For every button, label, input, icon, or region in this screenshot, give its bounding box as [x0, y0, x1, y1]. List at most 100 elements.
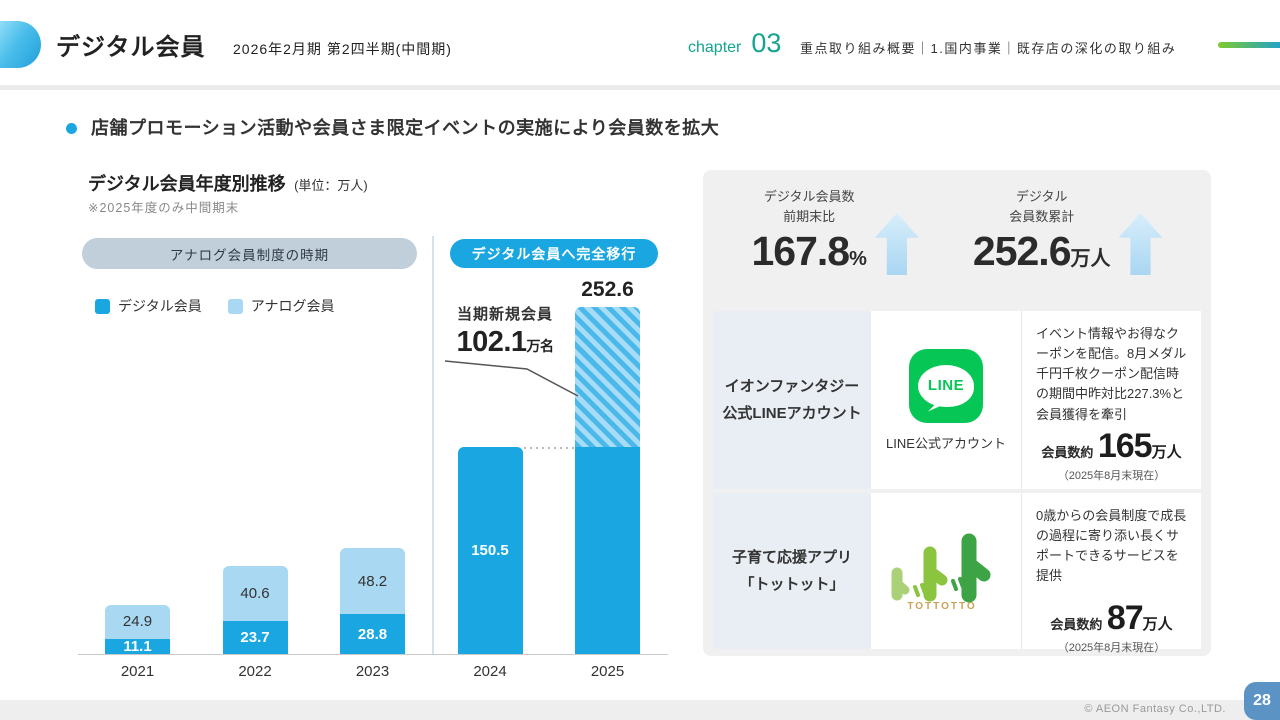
annotation-unit: 万名 — [526, 338, 555, 354]
legend-swatch-digital — [95, 298, 110, 314]
row-tottotto-logo-cell: TOTTOTTO — [871, 493, 1021, 649]
bar-segment-digital: 11.1 — [105, 637, 170, 655]
bar-segment-digital: 150.5 — [457, 447, 523, 654]
brand-leaf-icon — [0, 21, 41, 68]
stat-cumulative-label: デジタル 会員数累計 — [1009, 189, 1075, 225]
stat-yoy: デジタル会員数 前期末比 167.8% — [751, 187, 919, 307]
page-subtitle: 2026年2月期 第2四半期(中間期) — [233, 41, 452, 57]
annotation-title: 当期新規会員 — [456, 306, 553, 323]
chapter-label: chapter — [688, 39, 742, 56]
annotation-value: 102.1万名 — [441, 326, 569, 359]
legend-label-digital: デジタル会員 — [118, 298, 202, 314]
bar-value-label: 150.5 — [471, 542, 509, 560]
row-line-members: 会員数約 165万人 — [1036, 427, 1187, 466]
row-tottotto-title: 子育て応援アプリ 「トットット」 — [713, 493, 871, 649]
x-axis-label: 2023 — [355, 663, 390, 680]
legend-item-analog: アナログ会員 — [227, 296, 335, 316]
stat-yoy-value: 167.8 — [751, 228, 850, 275]
era-divider-line — [432, 236, 434, 655]
footer-band — [0, 700, 1280, 720]
bar-segment-hatch — [575, 307, 640, 448]
up-arrow-icon — [1118, 213, 1163, 275]
chart-legend: デジタル会員 アナログ会員 — [95, 296, 334, 316]
bar-value-label: 11.1 — [123, 637, 152, 655]
members-prefix: 会員数約 — [1041, 444, 1094, 460]
bar-segment-analog: 24.9 — [105, 604, 170, 639]
bar-2025: 252.6 2025 — [575, 278, 640, 680]
members-unit: 万人 — [1151, 443, 1182, 461]
breadcrumb: 重点取り組み概要｜1.国内事業｜既存店の深化の取り組み — [800, 41, 1177, 56]
bullet-dot-icon — [66, 123, 77, 134]
members-as-of: （2025年8月末現在） — [1057, 641, 1166, 654]
line-logo-caption: LINE公式アカウント — [886, 435, 1006, 451]
chart-title: デジタル会員年度別推移 (単位：万人) — [88, 170, 368, 196]
bar-value-label: 28.8 — [357, 625, 388, 643]
membership-summary-panel: デジタル会員数 前期末比 167.8% デジタル 会員数累計 252.6万人 — [703, 170, 1211, 656]
tottotto-logo: TOTTOTTO — [891, 533, 991, 612]
x-axis-label: 2022 — [238, 663, 272, 680]
header-accent-line — [1218, 42, 1280, 48]
x-axis-label: 2025 — [590, 663, 625, 680]
row-tottotto-description: 0歳からの会員制度で成長の過程に寄り添い長くサポートできるサービスを提供 — [1036, 508, 1187, 584]
stats-row: デジタル会員数 前期末比 167.8% デジタル 会員数累計 252.6万人 — [703, 170, 1211, 307]
bar-value-label: 23.7 — [240, 629, 270, 647]
legend-item-digital: デジタル会員 — [95, 296, 202, 316]
line-bubble-tail — [928, 399, 940, 412]
x-axis-label: 2021 — [120, 663, 155, 680]
legend-swatch-analog — [227, 298, 243, 314]
row-line-logo-cell: LINE LINE公式アカウント — [871, 311, 1021, 489]
bar-2022: 23.7 40.6 2022 — [222, 565, 288, 680]
line-speech-bubble: LINE — [918, 364, 974, 412]
table-row-tottotto: 子育て応援アプリ 「トットット」 TOTTOTTO — [713, 493, 1201, 654]
chart-unit-note: (単位：万人) — [294, 178, 368, 193]
chapter-number: 03 — [751, 28, 782, 58]
era-analog-pill: アナログ会員制度の時期 — [82, 238, 417, 269]
bar-2021: 11.1 24.9 2021 — [105, 604, 170, 680]
row-tottotto-description-cell: 0歳からの会員制度で成長の過程に寄り添い長くサポートできるサービスを提供 会員数… — [1021, 493, 1201, 654]
table-row-line: イオンファンタジー 公式LINEアカウント LINE LINE公式アカウント イ… — [713, 311, 1201, 489]
bar-value-label: 48.2 — [357, 572, 388, 590]
up-arrow-icon — [874, 213, 919, 275]
members-prefix: 会員数約 — [1050, 616, 1103, 632]
channel-rows: イオンファンタジー 公式LINEアカウント LINE LINE公式アカウント イ… — [713, 311, 1201, 654]
bar-value-label: 40.6 — [240, 585, 270, 602]
row-line-description-cell: イベント情報やお得なクーポンを配信。8月メダル千円千枚クーポン配信時の期間中昨対… — [1021, 311, 1201, 489]
bar-2024: 150.5 2024 — [457, 447, 523, 680]
stat-yoy-label: デジタル会員数 前期末比 — [763, 189, 855, 225]
members-value: 165 — [1097, 426, 1153, 465]
members-value: 87 — [1106, 598, 1144, 637]
new-members-annotation: 当期新規会員 102.1万名 — [441, 303, 569, 359]
bar-segment-analog: 40.6 — [222, 565, 288, 622]
line-wordmark: LINE — [927, 377, 965, 394]
legend-label-analog: アナログ会員 — [250, 298, 335, 314]
stat-yoy-unit: % — [849, 248, 867, 271]
era-digital-pill: デジタル会員へ完全移行 — [450, 239, 658, 268]
row-line-description: イベント情報やお得なクーポンを配信。8月メダル千円千枚クーポン配信時の期間中昨対… — [1036, 326, 1187, 422]
chart-title-text: デジタル会員年度別推移 — [88, 174, 286, 194]
bar-segment-digital: 23.7 — [222, 621, 288, 654]
members-as-of: （2025年8月末現在） — [1057, 469, 1166, 482]
bar-segment-analog: 48.2 — [340, 548, 405, 615]
x-axis-label: 2024 — [473, 663, 507, 680]
members-unit: 万人 — [1142, 615, 1173, 633]
bar-total-label: 252.6 — [581, 278, 634, 302]
row-tottotto-members: 会員数約 87万人 — [1036, 599, 1187, 638]
line-app-icon: LINE — [909, 348, 983, 423]
stat-cumulative: デジタル 会員数累計 252.6万人 — [973, 187, 1163, 307]
bar-value-label: 24.9 — [122, 613, 153, 631]
lead-statement: 店舗プロモーション活動や会員さま限定イベントの実施により会員数を拡大 — [91, 118, 720, 138]
page-number-badge: 28 — [1244, 682, 1280, 720]
stat-cumulative-unit: 万人 — [1070, 248, 1111, 271]
bar-2023: 28.8 48.2 2023 — [340, 548, 405, 680]
bar-chart-plot: 11.1 24.9 2021 23.7 40.6 2022 28.8 48.2 2023 150.… — [78, 278, 668, 680]
bar-segment-digital — [575, 447, 640, 654]
row-line-title: イオンファンタジー 公式LINEアカウント — [713, 311, 871, 489]
stat-cumulative-value: 252.6 — [972, 228, 1072, 275]
header-divider — [0, 85, 1280, 90]
copyright: © AEON Fantasy Co.,LTD. — [1084, 703, 1226, 715]
chapter-indicator: chapter 03 — [688, 28, 781, 59]
chart-footnote: ※2025年度のみ中間期末 — [88, 201, 240, 215]
page-title: デジタル会員 — [56, 34, 206, 61]
bar-segment-digital: 28.8 — [340, 614, 405, 654]
